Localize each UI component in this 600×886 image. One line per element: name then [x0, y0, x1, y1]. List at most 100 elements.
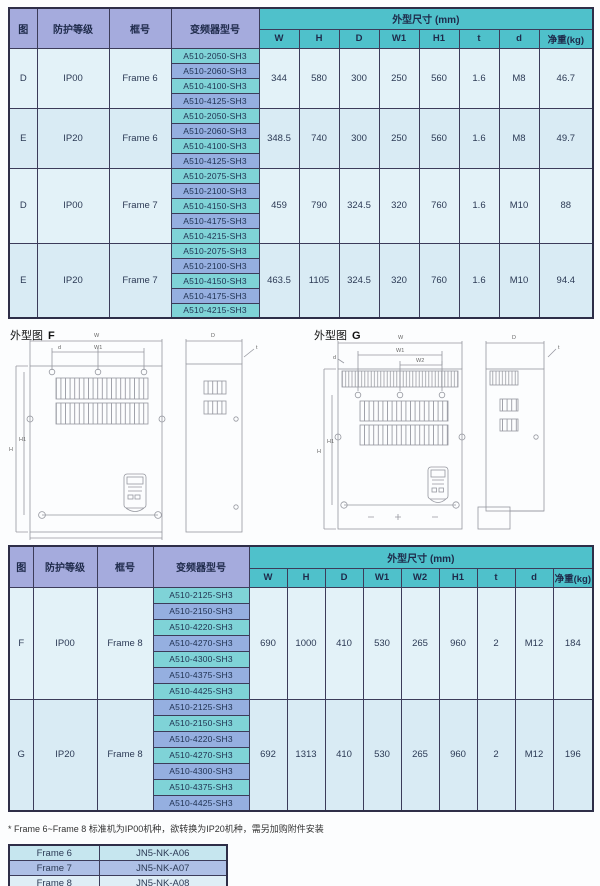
table-row: A510-4215-SH3 — [9, 302, 593, 319]
table-row: A510-4175-SH3 — [9, 212, 593, 229]
frame-size: Frame 8 — [96, 586, 154, 700]
table-row: A510-4100-SH3 — [9, 137, 593, 154]
dim-label-w2: W2 — [416, 358, 424, 364]
table-row: Frame 7 JN5-NK-A07 — [8, 860, 228, 876]
model-number: A510-4150-SH3 — [170, 197, 260, 214]
model-number: A510-4175-SH3 — [170, 287, 260, 304]
dim-h: 1313 — [286, 698, 326, 812]
drawing-f-side-view — [185, 339, 255, 533]
frame-size: Frame 8 — [96, 698, 154, 812]
dim-h1: 560 — [418, 47, 460, 109]
model-number: A510-2060-SH3 — [170, 122, 260, 139]
dim-w: 692 — [248, 698, 288, 812]
protection-rating: IP00 — [36, 167, 110, 244]
frame-size: Frame 7 — [108, 242, 172, 319]
header-col-t: t — [476, 567, 516, 588]
dim-t: 1.6 — [458, 167, 500, 244]
accessory-frame: Frame 8 — [8, 875, 100, 886]
dim-h: 1000 — [286, 586, 326, 700]
model-number: A510-4125-SH3 — [170, 152, 260, 169]
table-row: A510-4425-SH3 — [9, 794, 593, 812]
dim-label-d-hole: d — [333, 355, 336, 361]
table-row: E IP20 Frame 7 A510-2075-SH3 463.5 1105 … — [8, 242, 594, 319]
model-number: A510-4270-SH3 — [152, 634, 250, 652]
frame-size: Frame 6 — [108, 107, 172, 169]
model-number: A510-2150-SH3 — [152, 602, 250, 620]
table-row: A510-4150-SH3 — [9, 197, 593, 214]
dim-d: 324.5 — [338, 242, 380, 319]
dim-w: 344 — [258, 47, 300, 109]
dim-w1: 250 — [378, 107, 420, 169]
figure-f-label: 外型图 — [10, 328, 43, 342]
header-diagram: 图 — [8, 7, 38, 49]
keypad-icon — [427, 466, 449, 503]
table-row: A510-4175-SH3 — [9, 287, 593, 304]
accessory-part-number: JN5-NK-A08 — [98, 875, 228, 886]
model-number: A510-4375-SH3 — [152, 778, 250, 796]
table-row: A510-4375-SH3 — [9, 778, 593, 796]
protection-rating: IP20 — [36, 107, 110, 169]
dim-w1: 250 — [378, 47, 420, 109]
outline-drawings-svg: 外型图 F — [9, 328, 560, 540]
header-col-d: D — [338, 28, 380, 49]
header-col-h: H — [286, 567, 326, 588]
header-model: 变频器型号 — [170, 7, 260, 49]
table-row: Frame 8 JN5-NK-A08 — [8, 875, 228, 886]
header-protection: 防护等级 — [36, 7, 110, 49]
protection-rating: IP20 — [36, 242, 110, 319]
header-frame: 框号 — [96, 545, 154, 588]
dim-t: 2 — [476, 698, 516, 812]
dim-label-h: H — [317, 449, 321, 455]
header-model: 变频器型号 — [152, 545, 250, 588]
dim-dhole: M10 — [498, 242, 540, 319]
header-col-w: W — [248, 567, 288, 588]
header-col-d: D — [324, 567, 364, 588]
weight: 94.4 — [538, 242, 594, 319]
accessory-frame: Frame 7 — [8, 860, 100, 876]
weight: 184 — [552, 586, 594, 700]
model-number: A510-4215-SH3 — [170, 302, 260, 319]
table-row: A510-4125-SH3 — [9, 152, 593, 169]
dim-h: 1105 — [298, 242, 340, 319]
dim-dhole: M10 — [498, 167, 540, 244]
table-row: A510-4375-SH3 — [9, 666, 593, 684]
protection-rating: IP00 — [32, 586, 98, 700]
header-dimensions-group: 外型尺寸 (mm) — [248, 545, 594, 569]
dim-label-h1: H1 — [19, 437, 26, 443]
diagram-letter: D — [8, 167, 38, 244]
dim-d: 300 — [338, 47, 380, 109]
model-number: A510-2100-SH3 — [170, 182, 260, 199]
dim-label-t: t — [256, 345, 258, 351]
model-number: A510-4270-SH3 — [152, 746, 250, 764]
table-row: A510-2100-SH3 — [9, 257, 593, 274]
header-col-weight: 净重(kg) — [552, 567, 594, 588]
table-row: A510-4150-SH3 — [9, 272, 593, 289]
model-number: A510-4100-SH3 — [170, 77, 260, 94]
dim-w: 690 — [248, 586, 288, 700]
accessory-frame: Frame 6 — [8, 844, 100, 861]
figure-g-letter: G — [352, 330, 361, 342]
table-row: Frame 6 JN5-NK-A06 — [8, 844, 228, 861]
table-row: A510-2150-SH3 — [9, 602, 593, 620]
diagram-letter: G — [8, 698, 34, 812]
header-col-w1: W1 — [378, 28, 420, 49]
dim-dhole: M8 — [498, 107, 540, 169]
dim-w1: 530 — [362, 698, 402, 812]
drawing-f-front-view — [15, 339, 166, 540]
dim-h1: 560 — [418, 107, 460, 169]
header-col-h1: H1 — [438, 567, 478, 588]
dim-h: 740 — [298, 107, 340, 169]
dim-d: 300 — [338, 107, 380, 169]
figure-g-label: 外型图 — [314, 328, 347, 342]
header-col-h1: H1 — [418, 28, 460, 49]
header-col-w1: W1 — [362, 567, 402, 588]
dim-h1: 960 — [438, 698, 478, 812]
keypad-icon — [123, 473, 147, 512]
dim-d: 410 — [324, 586, 364, 700]
accessory-part-number: JN5-NK-A07 — [98, 860, 228, 876]
model-number: A510-2060-SH3 — [170, 62, 260, 79]
dim-t: 2 — [476, 586, 516, 700]
frame-size: Frame 6 — [108, 47, 172, 109]
dim-d: 324.5 — [338, 167, 380, 244]
